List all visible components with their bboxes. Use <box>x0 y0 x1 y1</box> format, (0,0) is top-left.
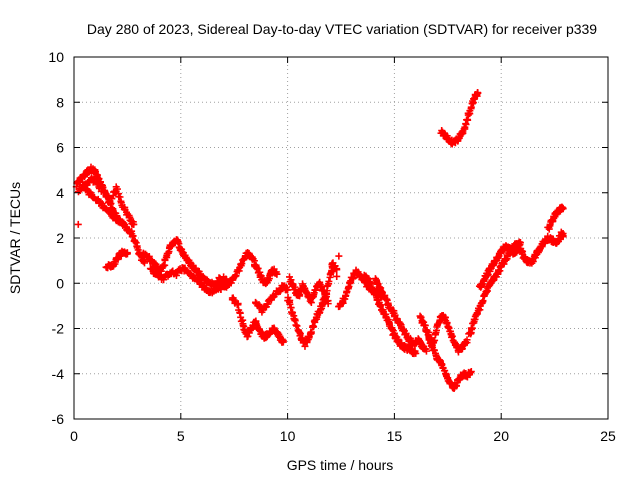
data-point <box>559 205 567 213</box>
data-point <box>98 200 106 208</box>
series <box>544 203 567 233</box>
data-point <box>230 296 238 304</box>
y-tick-label: 8 <box>56 94 64 110</box>
y-tick-label: -4 <box>52 366 65 382</box>
data-point <box>104 193 112 201</box>
data-point <box>130 220 138 228</box>
series <box>138 236 228 290</box>
data-point <box>480 276 488 284</box>
series <box>286 273 332 308</box>
data-point <box>245 329 253 337</box>
data-point <box>431 336 439 344</box>
data-point <box>113 185 121 193</box>
data-point <box>448 332 456 340</box>
data-point <box>441 314 449 322</box>
data-point <box>129 232 137 240</box>
data-point <box>325 277 333 285</box>
series <box>146 264 232 297</box>
y-tick-label: -6 <box>52 411 65 427</box>
data-point <box>284 286 292 294</box>
x-tick-label: 25 <box>600 428 616 444</box>
x-tick-label: 15 <box>387 428 403 444</box>
data-point <box>217 285 225 293</box>
data-point <box>335 252 343 260</box>
data-point <box>307 328 315 336</box>
series <box>252 282 292 316</box>
data-point <box>273 270 281 278</box>
data-point <box>559 232 567 240</box>
series <box>518 228 567 267</box>
data-point <box>123 250 131 258</box>
data-point <box>474 89 482 97</box>
data-point <box>494 253 502 261</box>
data-point <box>232 272 240 280</box>
data-point <box>74 220 82 228</box>
data-point <box>293 322 301 330</box>
series <box>79 181 125 226</box>
data-point <box>117 218 125 226</box>
data-point <box>467 105 475 113</box>
x-axis-label: GPS time / hours <box>287 457 394 473</box>
series <box>102 247 131 272</box>
series <box>360 271 420 358</box>
data-point <box>438 360 446 368</box>
data-point <box>333 266 341 274</box>
y-tick-label: -2 <box>52 321 65 337</box>
series <box>475 242 527 291</box>
data-point <box>463 336 471 344</box>
y-tick-label: 0 <box>56 275 64 291</box>
series <box>284 259 341 350</box>
data-point <box>402 330 410 338</box>
series <box>74 220 362 280</box>
data-point <box>238 260 246 268</box>
data-point <box>366 280 374 288</box>
data-point <box>255 301 263 309</box>
data-point <box>354 268 362 276</box>
data-point <box>106 207 114 215</box>
data-point <box>422 347 430 355</box>
data-point <box>467 367 475 375</box>
data-point <box>502 256 510 264</box>
data-marks <box>72 89 567 392</box>
y-axis-label: SDTVAR / TECUs <box>7 182 23 294</box>
x-tick-label: 0 <box>70 428 78 444</box>
data-point <box>412 349 420 357</box>
data-point <box>396 319 404 327</box>
series <box>437 89 482 148</box>
data-point <box>286 300 294 308</box>
chart-title: Day 280 of 2023, Sidereal Day-to-day VTE… <box>87 21 597 37</box>
data-point <box>411 348 419 356</box>
series <box>416 312 471 356</box>
x-tick-label: 10 <box>280 428 296 444</box>
data-point <box>140 259 148 267</box>
data-point <box>310 291 318 299</box>
data-point <box>86 188 94 196</box>
axis-ticks: 0 5 10 15 20 25 -6 -4 -2 0 2 4 6 8 10 <box>48 49 616 444</box>
series <box>220 249 281 288</box>
x-tick-label: 20 <box>493 428 509 444</box>
y-tick-label: 10 <box>48 49 64 65</box>
y-tick-label: 2 <box>56 230 64 246</box>
data-point <box>324 300 332 308</box>
data-point <box>374 280 382 288</box>
data-point <box>447 379 455 387</box>
x-tick-label: 5 <box>177 428 185 444</box>
data-point <box>116 193 124 201</box>
y-tick-label: 6 <box>56 140 64 156</box>
y-tick-label: 4 <box>56 185 64 201</box>
series <box>425 334 475 392</box>
data-point <box>298 334 306 342</box>
series <box>371 275 430 355</box>
data-point <box>289 308 297 316</box>
grid <box>74 57 608 419</box>
series <box>228 294 287 346</box>
data-point <box>333 272 341 280</box>
data-point <box>279 338 287 346</box>
data-point <box>131 238 139 246</box>
